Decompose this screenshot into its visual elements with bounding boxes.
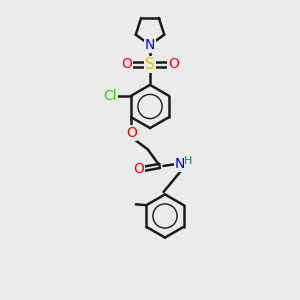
Text: O: O (168, 58, 179, 71)
Text: O: O (126, 126, 137, 140)
Text: Cl: Cl (103, 89, 117, 103)
Text: O: O (134, 162, 144, 176)
Text: H: H (184, 156, 193, 166)
Text: O: O (121, 58, 132, 71)
Text: N: N (145, 38, 155, 52)
Text: S: S (145, 57, 155, 72)
Text: N: N (175, 158, 185, 171)
